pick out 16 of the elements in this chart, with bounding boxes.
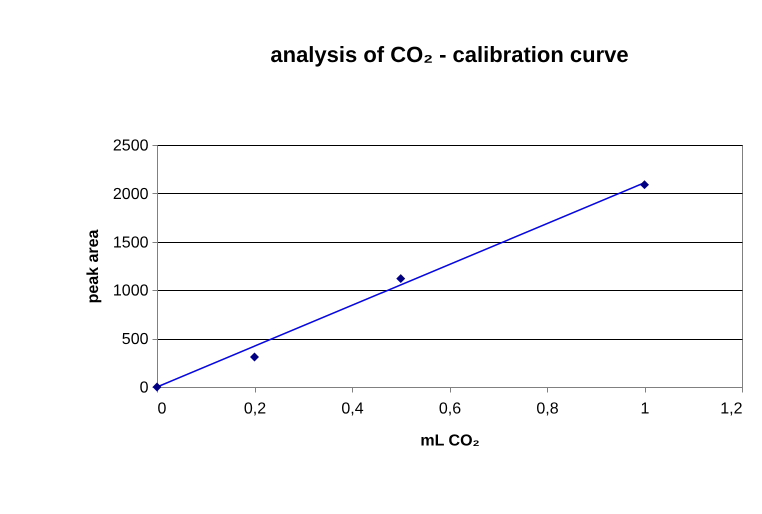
x-tick-label: 0,4 — [341, 400, 364, 418]
y-tick-label: 2000 — [112, 186, 149, 203]
x-tick-label: 0,2 — [244, 400, 266, 418]
y-tick-label: 1000 — [112, 282, 149, 300]
x-tick-label: 0,8 — [536, 400, 559, 418]
y-tick-label: 0 — [140, 380, 149, 396]
y-tick-label: 500 — [122, 331, 149, 348]
x-tick-label: 1,2 — [720, 400, 743, 418]
y-tick-label: 2500 — [112, 138, 149, 154]
chart-title: analysis of CO₂ - calibration curve — [270, 42, 629, 67]
x-axis-title: mL CO₂ — [420, 432, 480, 450]
x-tick-label: 0 — [158, 400, 166, 418]
y-tick-label: 1500 — [112, 234, 149, 252]
x-tick-label: 1 — [640, 400, 650, 418]
x-tick-label: 0,6 — [438, 400, 462, 418]
y-axis-title: peak area — [84, 229, 102, 304]
